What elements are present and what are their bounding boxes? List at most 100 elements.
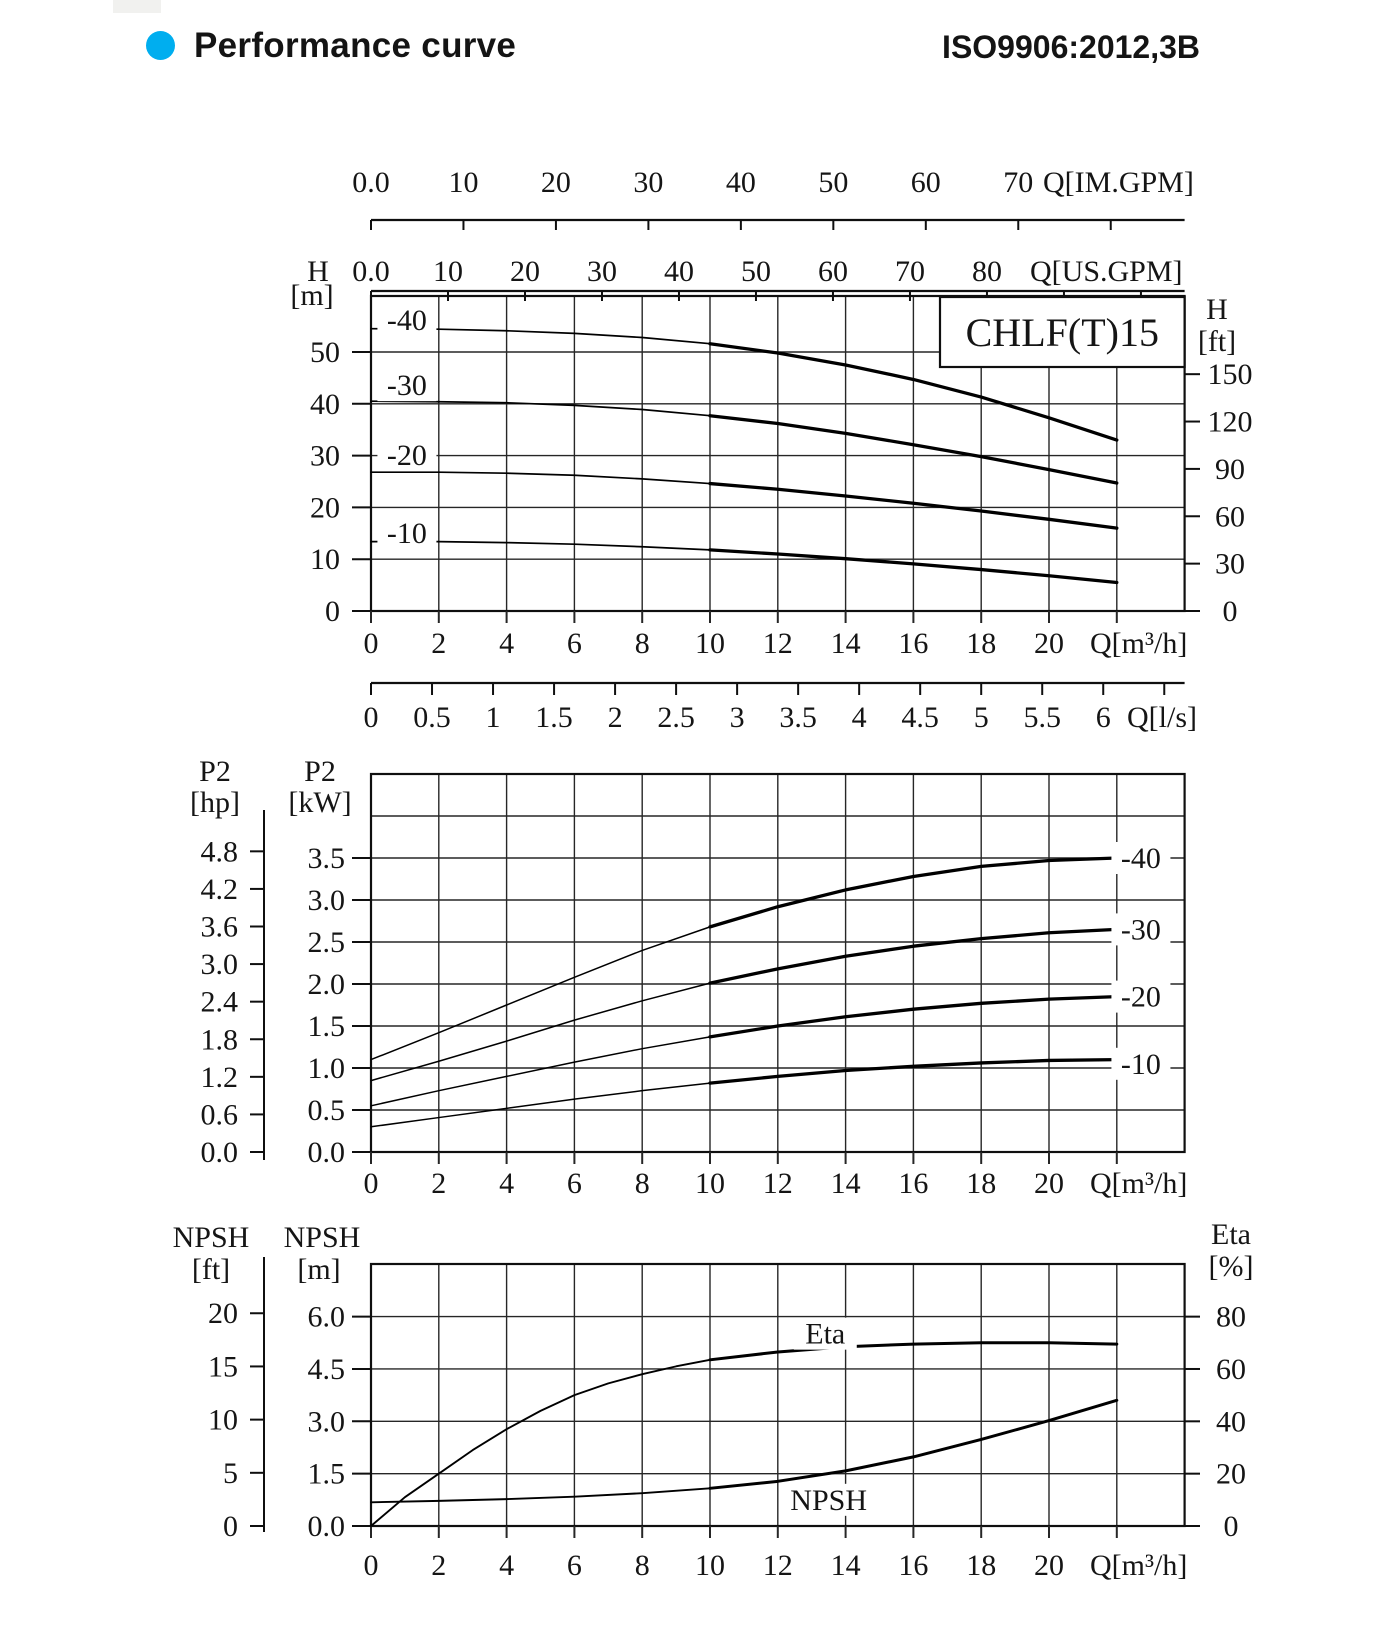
x-tick-label: 6 <box>567 1549 582 1582</box>
npsh-ft-tick-label: 10 <box>208 1404 238 1437</box>
ls-tick-label: 3 <box>730 701 745 734</box>
eta-tick-label: 60 <box>1216 1353 1246 1386</box>
x-tick-label: 0 <box>364 1549 379 1582</box>
curve-bold-Eta <box>708 1341 1119 1362</box>
kw-tick-label: 1.0 <box>308 1052 346 1085</box>
h-m-tick-label: 50 <box>310 336 340 369</box>
im-gpm-tick-label: 10 <box>448 166 478 199</box>
im-gpm-tick-label: 70 <box>1003 166 1033 199</box>
p2-hp-axis-title-unit: [hp] <box>190 786 240 819</box>
h-ft-tick-label: 120 <box>1208 406 1253 439</box>
x-tick-label: 0 <box>364 627 379 660</box>
curve--10 <box>370 540 1118 584</box>
m3h-axis-label: Q[m³/h] <box>1090 627 1187 660</box>
npsh-efficiency-chart: NPSH[m]0.01.53.04.56.0NPSH[ft]05101520Et… <box>173 1218 1254 1582</box>
x-tick-label: 12 <box>763 1167 793 1200</box>
im-gpm-tick-label: 20 <box>541 166 571 199</box>
h-ft-axis-title-unit: [ft] <box>1198 325 1236 358</box>
im-gpm-tick-label: 50 <box>818 166 848 199</box>
x-tick-label: 18 <box>966 627 996 660</box>
x-tick-label: 14 <box>831 1167 861 1200</box>
npsh-m-tick-label: 0.0 <box>308 1510 346 1543</box>
h-ft-tick-label: 60 <box>1215 500 1245 533</box>
x-tick-label: 4 <box>499 1167 514 1200</box>
ls-tick-label: 6 <box>1096 701 1111 734</box>
x-tick-label: 14 <box>831 1549 861 1582</box>
h-m-tick-label: 40 <box>310 388 340 421</box>
x-tick-label: 2 <box>431 1549 446 1582</box>
curve-label-bg <box>377 439 437 472</box>
hp-tick-label: 4.8 <box>201 835 239 868</box>
curve-label-bg <box>1111 913 1171 946</box>
us-gpm-tick-label: 40 <box>664 255 694 288</box>
kw-tick-label: 2.5 <box>308 926 346 959</box>
curve-bold-NPSH <box>708 1398 1119 1490</box>
curve-bold--10 <box>708 1057 1119 1085</box>
curve-label: -40 <box>1121 842 1161 875</box>
hp-tick-label: 4.2 <box>201 873 239 906</box>
curve-bold--20 <box>708 994 1119 1039</box>
curve-bold--20 <box>708 481 1119 530</box>
x-tick-label: 2 <box>431 1167 446 1200</box>
im-gpm-tick-label: 0.0 <box>352 166 390 199</box>
x-tick-label: 10 <box>695 627 725 660</box>
h-m-tick-label: 0 <box>325 595 340 628</box>
im-gpm-tick-label: 40 <box>726 166 756 199</box>
h-m-tick-label: 30 <box>310 440 340 473</box>
p2-kw-axis-title: P2 <box>304 755 336 788</box>
x-tick-label: 8 <box>635 627 650 660</box>
curve-NPSH <box>370 1399 1118 1504</box>
us-gpm-axis-label: Q[US.GPM] <box>1030 255 1183 288</box>
us-gpm-tick-label: 30 <box>587 255 617 288</box>
curve--30 <box>370 928 1118 1082</box>
m3h-axis-label: Q[m³/h] <box>1090 1167 1187 1200</box>
us-gpm-tick-label: 50 <box>741 255 771 288</box>
im-gpm-tick-label: 30 <box>633 166 663 199</box>
eta-tick-label: 20 <box>1216 1458 1246 1491</box>
curve-label: -40 <box>387 304 427 337</box>
hp-tick-label: 0.0 <box>201 1136 239 1169</box>
bullet-icon <box>146 31 175 60</box>
kw-tick-label: 2.0 <box>308 968 346 1001</box>
curve-label: NPSH <box>790 1484 867 1517</box>
eta-tick-label: 0 <box>1224 1510 1239 1543</box>
npsh-m-tick-label: 4.5 <box>308 1353 346 1386</box>
hp-tick-label: 2.4 <box>201 986 239 1019</box>
ls-tick-label: 0 <box>364 701 379 734</box>
h-m-tick-label: 10 <box>310 543 340 576</box>
us-gpm-tick-label: 70 <box>895 255 925 288</box>
ls-tick-label: 5 <box>974 701 989 734</box>
ls-tick-label: 1.5 <box>535 701 573 734</box>
curve-label-bg <box>1111 842 1171 874</box>
curve--20 <box>370 471 1118 529</box>
curve-label-bg <box>1111 980 1171 1013</box>
eta-tick-label: 80 <box>1216 1301 1246 1334</box>
curve--10 <box>370 1058 1118 1128</box>
curve-label: -30 <box>1121 913 1161 946</box>
x-tick-label: 20 <box>1034 627 1064 660</box>
curve--20 <box>370 995 1118 1107</box>
p2-kw-axis-title-unit: [kW] <box>288 786 351 819</box>
ls-tick-label: 2.5 <box>657 701 695 734</box>
npsh-ft-axis-title: NPSH <box>173 1221 250 1254</box>
eta-axis-title: Eta <box>1211 1218 1251 1251</box>
hp-tick-label: 1.8 <box>201 1023 239 1056</box>
ls-tick-label: 0.5 <box>413 701 451 734</box>
h-ft-axis-title: H <box>1206 293 1228 326</box>
curve--40 <box>370 857 1118 1061</box>
h-m-tick-label: 20 <box>310 491 340 524</box>
p2-hp-axis-title: P2 <box>199 755 231 788</box>
h-m-axis-title-unit: [m] <box>290 279 333 312</box>
head-capacity-chart: 0.0 10 20 30 40 50 60 70 Q[IM.GPM]0.0 10 20 30 40 50 6… <box>290 166 1252 734</box>
us-gpm-tick-label: 0.0 <box>352 255 390 288</box>
h-m-axis-title: H <box>307 255 329 288</box>
us-gpm-tick-label: 60 <box>818 255 848 288</box>
x-tick-label: 12 <box>763 1549 793 1582</box>
curve-label-bg <box>793 1317 857 1350</box>
x-tick-label: 10 <box>695 1549 725 1582</box>
ls-tick-label: 1 <box>486 701 501 734</box>
kw-tick-label: 1.5 <box>308 1010 346 1043</box>
ls-tick-label: 4 <box>852 701 867 734</box>
kw-tick-label: 0.0 <box>308 1136 346 1169</box>
